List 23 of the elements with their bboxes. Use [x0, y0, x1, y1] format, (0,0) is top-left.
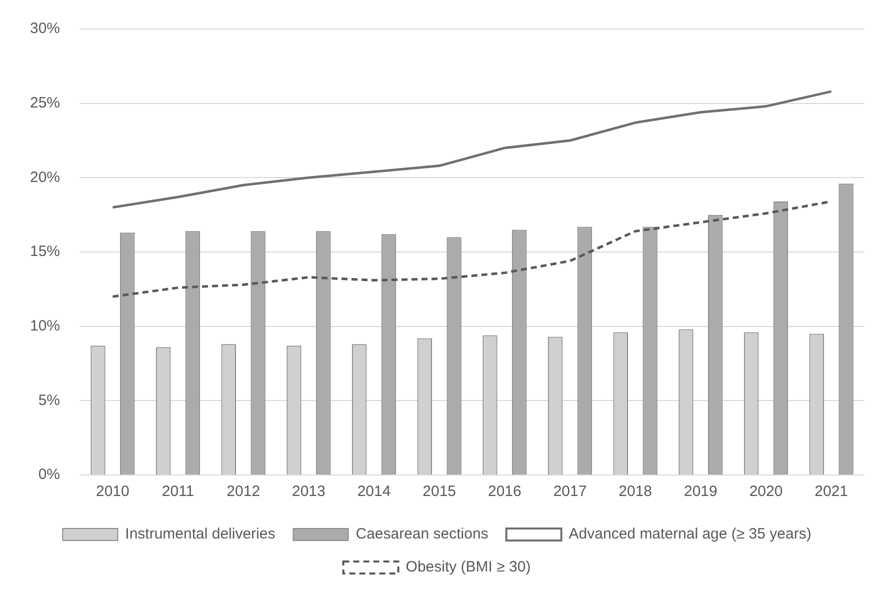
x-tick-label: 2010 [96, 483, 130, 500]
legend-label: Instrumental deliveries [125, 526, 276, 543]
legend-label: Caesarean sections [356, 526, 488, 543]
y-tick-label: 30% [30, 20, 60, 38]
y-tick-label: 15% [30, 243, 60, 260]
x-tick-label: 2021 [814, 483, 848, 500]
x-tick-label: 2019 [684, 483, 718, 500]
x-tick-label: 2015 [422, 483, 456, 500]
x-tick-label: 2018 [618, 483, 652, 500]
x-tick-label: 2020 [749, 483, 783, 500]
x-tick-label: 2014 [357, 483, 391, 500]
x-tick-label: 2011 [162, 483, 194, 500]
y-tick-label: 20% [30, 168, 60, 186]
x-tick-label: 2013 [292, 483, 326, 500]
y-tick-label: 10% [30, 317, 60, 334]
x-tick-label: 2017 [553, 483, 587, 500]
x-tick-label: 2016 [488, 483, 522, 500]
legend-label: Obesity (BMI ≥ 30) [406, 558, 531, 576]
y-tick-label: 0% [38, 466, 60, 484]
y-tick-label: 25% [30, 94, 60, 112]
x-tick-label: 2012 [226, 483, 260, 500]
y-tick-label: 5% [38, 392, 60, 409]
legend-label: Advanced maternal age (≥ 35 years) [568, 526, 812, 543]
